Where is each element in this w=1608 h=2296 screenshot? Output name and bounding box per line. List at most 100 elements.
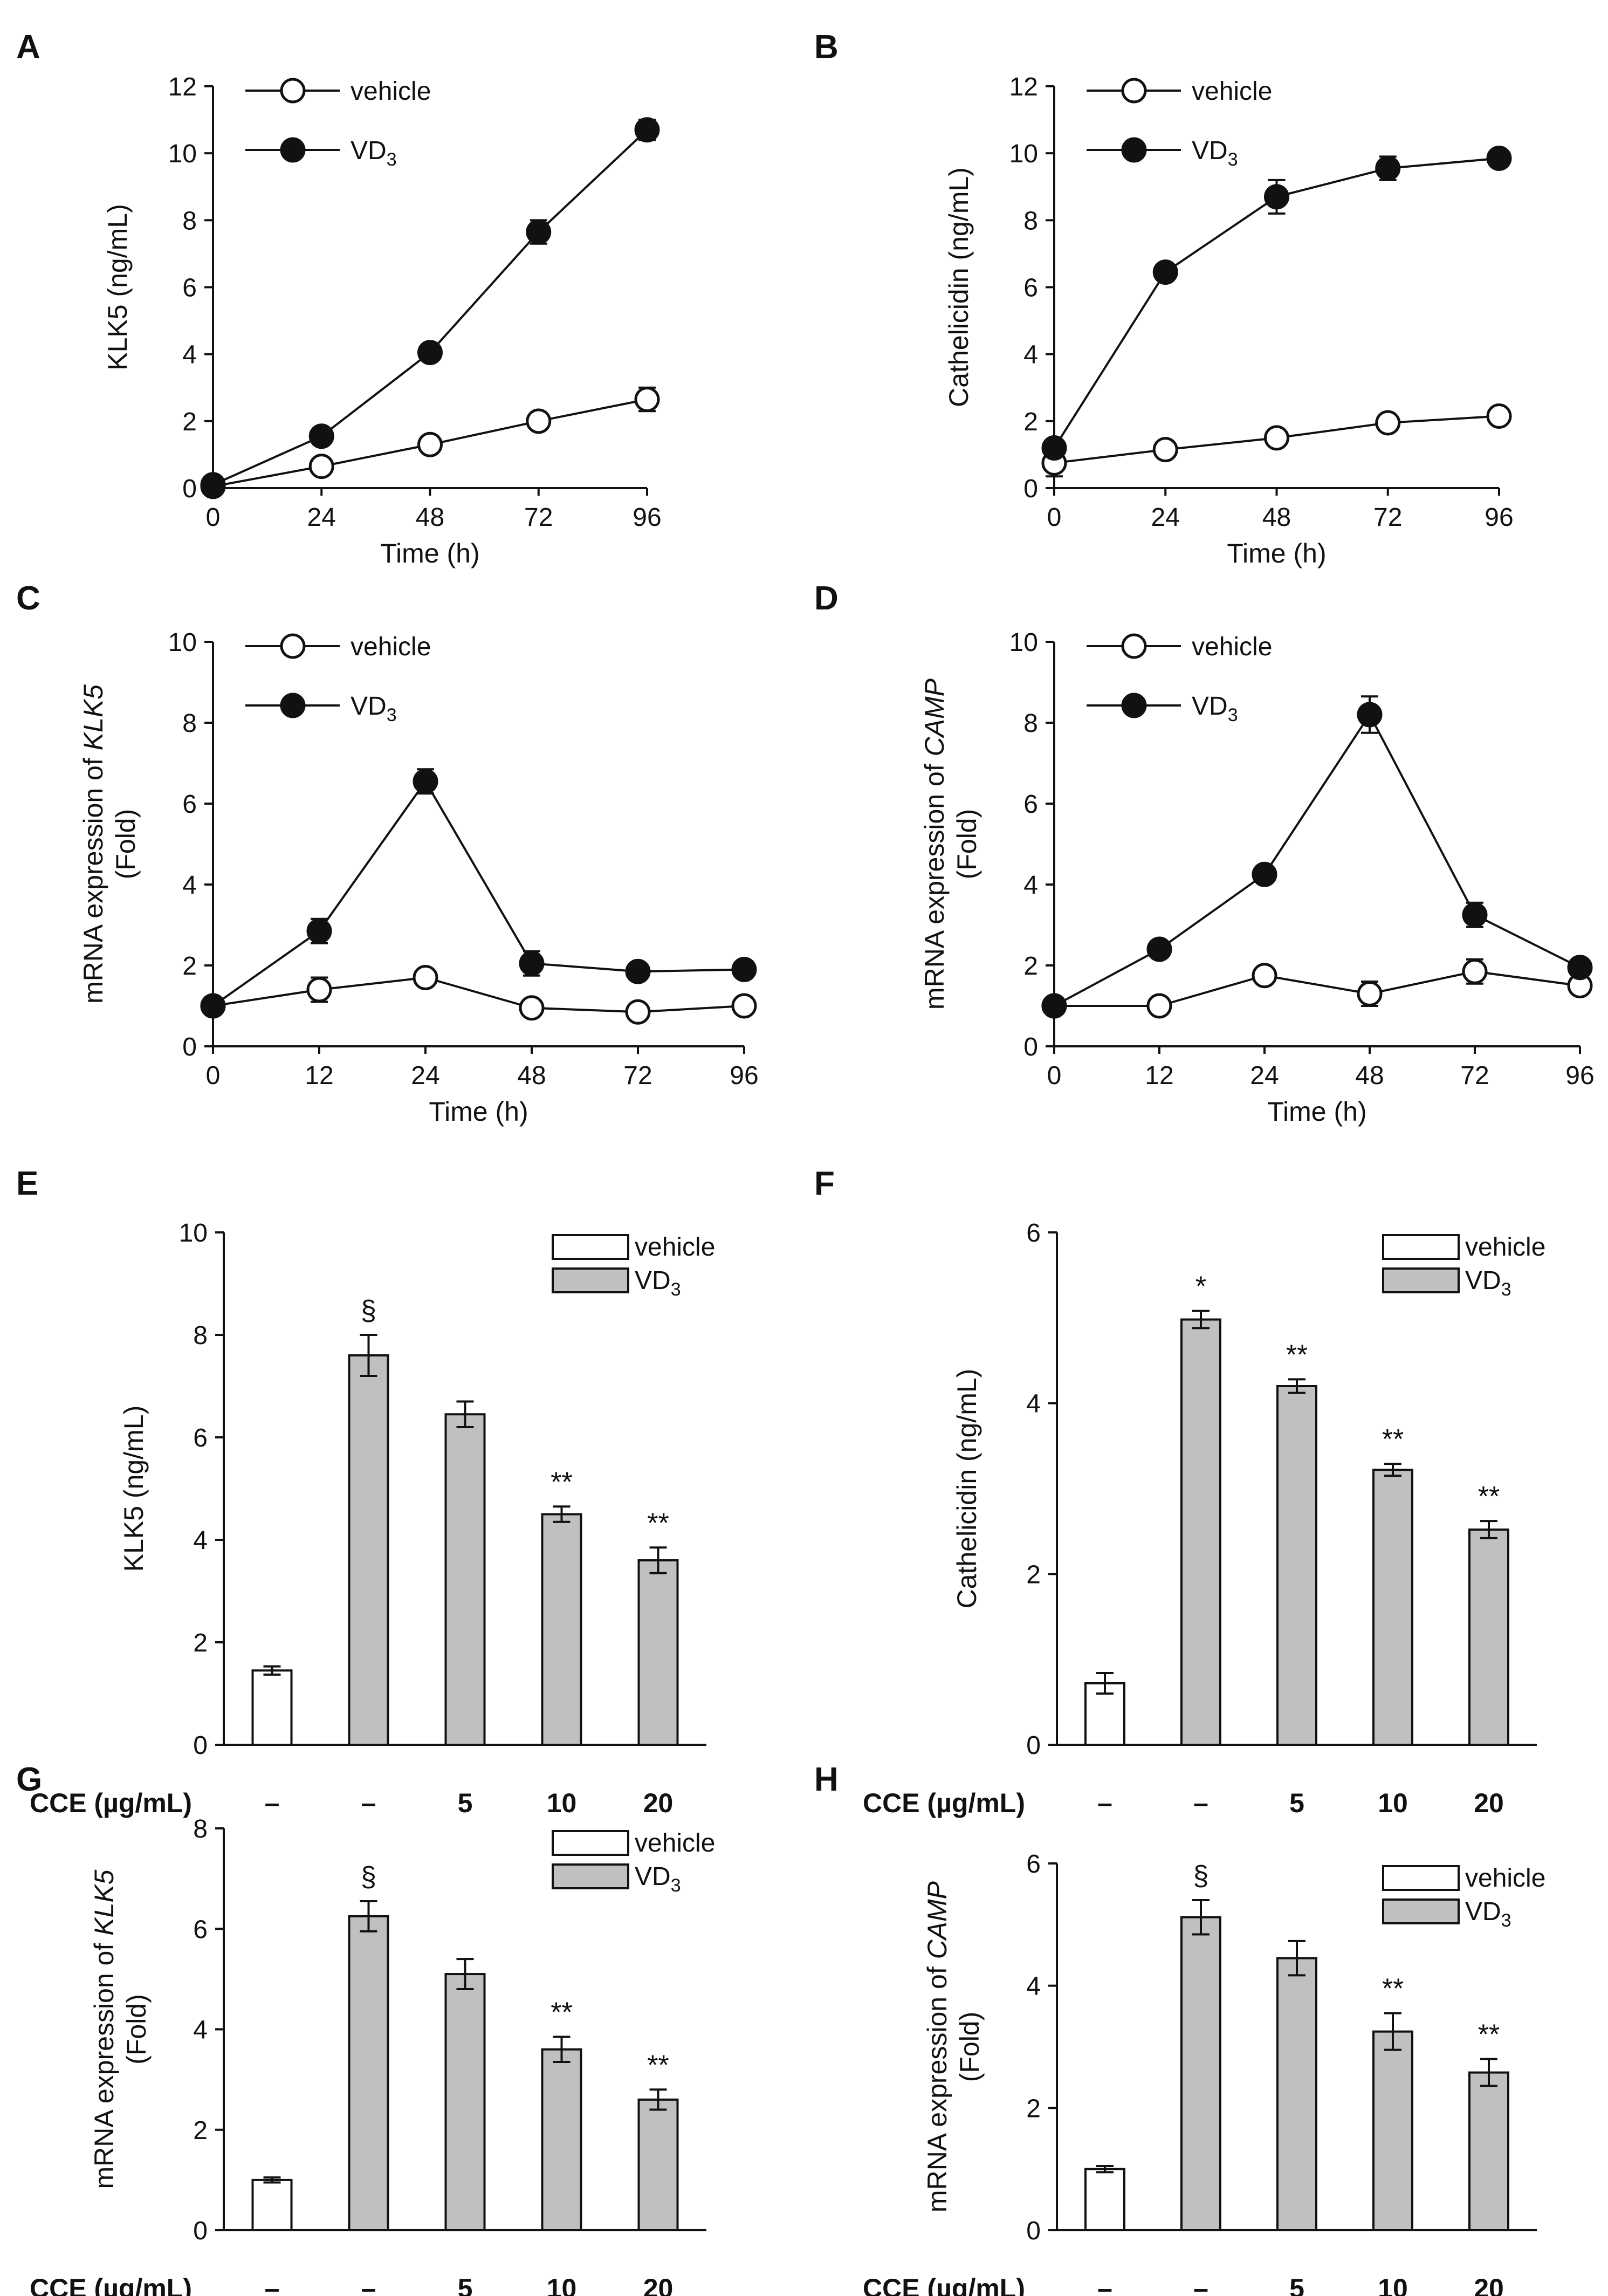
significance-mark: ** xyxy=(551,1466,572,1498)
legend-marker-vd3 xyxy=(280,693,306,718)
significance-mark: ** xyxy=(647,1507,669,1539)
data-point-vd3 xyxy=(519,950,545,976)
data-point-vehicle xyxy=(417,431,443,457)
cce-dose-label: 5 xyxy=(458,1788,473,1818)
x-axis-title: Time (h) xyxy=(380,538,479,568)
cce-dose-label: – xyxy=(265,1788,280,1818)
legend-marker-vd3 xyxy=(1121,137,1147,163)
y-tick-label: 2 xyxy=(182,408,197,436)
legend-label-1: VD3 xyxy=(1192,136,1238,170)
legend-marker-vehicle xyxy=(280,633,306,659)
significance-mark: ** xyxy=(551,1997,572,2028)
x-tick-label: 48 xyxy=(517,1061,546,1090)
y-tick-label: 8 xyxy=(1023,709,1038,738)
y-tick-label: 8 xyxy=(182,709,197,738)
significance-mark: ** xyxy=(1478,1481,1500,1512)
y-tick-label: 2 xyxy=(193,2116,208,2145)
legend-marker-vehicle xyxy=(280,78,306,104)
cce-dose-label: – xyxy=(1097,1788,1112,1818)
legend-swatch-vd3 xyxy=(1382,1899,1460,1924)
legend-label-1: VD3 xyxy=(1465,1266,1511,1300)
bar-vd3 xyxy=(444,1973,486,2231)
legend-label-1: VD3 xyxy=(1465,1897,1511,1931)
x-tick-label: 0 xyxy=(1047,1061,1062,1090)
significance-mark: ** xyxy=(647,2050,669,2081)
data-point-vehicle xyxy=(1375,410,1401,436)
bar-vd3 xyxy=(1276,1957,1317,2232)
y-axis-title-unit: (Fold) xyxy=(952,809,982,880)
cce-label: CCE (µg/mL) xyxy=(30,1788,192,1818)
y-axis-title: Cathelicidin (ng/mL) xyxy=(952,1369,982,1609)
x-tick-label: 24 xyxy=(307,503,336,532)
legend-label-0: vehicle xyxy=(1192,77,1272,106)
bar-vd3 xyxy=(348,1915,389,2231)
panel-letter: E xyxy=(16,1165,38,1202)
x-tick-label: 48 xyxy=(416,503,444,532)
data-point-vehicle xyxy=(1357,981,1383,1006)
data-point-vehicle xyxy=(1462,958,1488,984)
series-vd3 xyxy=(1041,695,1593,1019)
x-tick-label: 12 xyxy=(1145,1061,1173,1090)
x-tick-label: 72 xyxy=(1373,503,1402,532)
panel-letter: G xyxy=(16,1761,42,1798)
panel-E: E 0 2 4 6 8 10 KLK5 (ng/mL) § ** ** CCE (µg/mL) – – 5 1… xyxy=(16,1165,715,1818)
data-point-vehicle xyxy=(308,454,334,479)
panel-letter: F xyxy=(814,1165,835,1202)
legend-swatch-vehicle xyxy=(552,1234,629,1260)
data-point-vd3 xyxy=(1375,155,1401,181)
data-point-vehicle xyxy=(519,995,545,1021)
bar-vd3 xyxy=(1468,1529,1509,1746)
y-tick-label: 6 xyxy=(193,1424,208,1452)
bar-vd3 xyxy=(1276,1385,1317,1746)
data-point-vd3 xyxy=(1357,702,1383,728)
data-point-vehicle xyxy=(1152,437,1178,463)
y-axis-title-unit: (Fold) xyxy=(954,2012,985,2082)
cce-dose-label: 5 xyxy=(1289,2273,1304,2296)
x-tick-label: 12 xyxy=(305,1061,333,1090)
legend: vehicle VD3 xyxy=(245,77,431,170)
y-tick-label: 2 xyxy=(1023,408,1038,436)
data-point-vehicle xyxy=(634,386,660,412)
data-point-vd3 xyxy=(1146,936,1172,962)
y-tick-label: 12 xyxy=(1009,73,1038,101)
series-vehicle xyxy=(200,386,660,499)
significance-mark: ** xyxy=(1382,1424,1404,1455)
data-point-vd3 xyxy=(731,957,757,982)
y-tick-label: 2 xyxy=(1026,1560,1041,1589)
x-tick-label: 96 xyxy=(1485,503,1513,532)
series-vd3 xyxy=(200,768,757,1019)
x-tick-label: 24 xyxy=(1151,503,1180,532)
significance-mark: § xyxy=(361,1861,376,1893)
legend-label-1: VD3 xyxy=(635,1266,681,1300)
x-tick-label: 72 xyxy=(1460,1061,1489,1090)
panel-letter: C xyxy=(16,580,40,617)
data-point-vehicle xyxy=(1146,993,1172,1019)
y-tick-label: 6 xyxy=(1026,1850,1041,1879)
y-tick-label: 6 xyxy=(1023,274,1038,303)
significance-mark: ** xyxy=(1286,1339,1308,1370)
panel-G: G 0 2 4 6 8 mRNA expression of KLK5(Fold) § ** **… xyxy=(16,1761,715,2296)
cce-dose-label: – xyxy=(1193,1788,1208,1818)
bar-vd3 xyxy=(1372,1469,1413,1746)
y-tick-label: 0 xyxy=(193,1731,208,1760)
legend-swatch-vehicle xyxy=(1382,1234,1460,1260)
panel-letter: D xyxy=(814,580,839,617)
legend: vehicle VD3 xyxy=(1382,1864,1545,1931)
data-point-vd3 xyxy=(1041,993,1067,1019)
y-tick-label: 2 xyxy=(193,1629,208,1657)
bar-vehicle xyxy=(251,2178,293,2231)
panel-H: H 0 2 4 6 mRNA expression of CAMP(Fold) § ** ** C… xyxy=(814,1761,1545,2296)
data-point-vd3 xyxy=(625,958,651,984)
x-tick-label: 96 xyxy=(633,503,661,532)
data-point-vehicle xyxy=(526,408,552,434)
data-point-vd3 xyxy=(1264,184,1289,210)
bar-vehicle xyxy=(251,1669,293,1746)
y-tick-label: 4 xyxy=(1023,341,1038,369)
data-point-vd3 xyxy=(1486,145,1512,171)
data-point-vd3 xyxy=(308,423,334,449)
data-point-vd3 xyxy=(306,918,332,944)
